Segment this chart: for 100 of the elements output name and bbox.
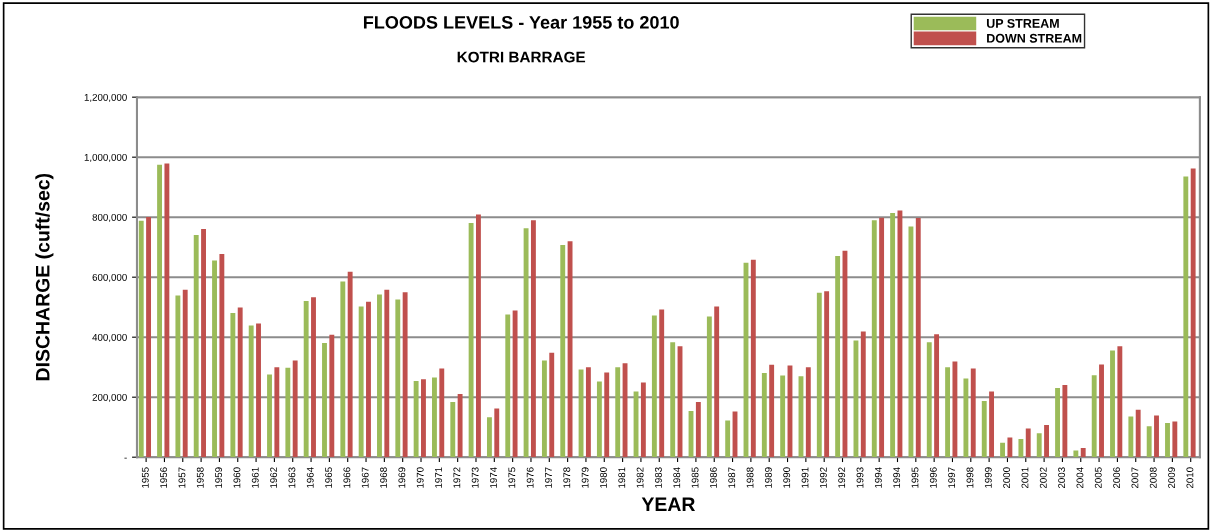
legend-label: DOWN STREAM [987,33,1082,43]
bar [1172,421,1178,458]
bar [486,417,492,458]
bar [1099,364,1104,458]
bar [164,163,170,458]
x-tick-label: 1956 [160,467,168,488]
bar [1183,176,1189,458]
x-tick-label: 1995 [911,467,919,488]
bar [219,254,225,458]
bar [596,381,602,458]
bar [285,367,291,458]
x-tick-label: 1973 [471,467,479,488]
bar [908,226,914,458]
x-tick-label: 1964 [306,467,314,488]
bar [695,401,701,458]
bar [541,360,547,458]
x-tick-label: 2004 [1076,467,1084,489]
x-tick-label: 1999 [984,467,992,488]
x-tick-label: 1974 [490,467,497,488]
bar [989,391,995,458]
x-tick-label: 1968 [380,467,387,488]
bar [413,380,419,458]
bar [1146,426,1152,458]
bar [981,401,987,458]
bar [212,260,217,458]
x-tick-label: 1982 [636,467,644,488]
bar [292,360,298,458]
bar [146,216,152,458]
x-tick-label: 1994 [893,467,901,488]
x-tick-label: 1983 [654,467,662,488]
bar [1117,346,1123,458]
bar [1091,375,1097,458]
x-tick-label: 1958 [196,467,204,488]
bar [256,323,261,458]
x-tick-label: 1988 [746,467,754,488]
y-tick-label: 400,000 [92,333,127,342]
x-tick-label: 1994 [874,467,882,488]
legend-label: UP STREAM [986,18,1059,28]
x-axis-title: YEAR [641,497,696,511]
bar [1110,350,1115,458]
bar [780,375,786,458]
bar [824,291,830,458]
y-tick-label: - [124,457,127,459]
bar [201,228,206,458]
bar [274,367,280,458]
x-tick-label: 1970 [416,467,424,488]
bar [970,368,976,458]
bar [816,292,822,458]
bar [871,220,877,458]
bar [457,393,463,458]
x-tick-label: 1977 [545,467,552,488]
bar [890,212,896,458]
bar [347,271,353,458]
x-tick-label: 1991 [801,467,809,488]
bar [659,309,665,458]
bar [1062,384,1068,458]
bar [1044,425,1049,458]
bar [157,164,162,458]
bar [805,367,811,458]
bar [1165,422,1170,458]
y-tick-label: 800,000 [92,213,127,222]
bar [714,306,720,458]
x-tick-label: 1987 [728,467,736,488]
bar [366,301,371,458]
bar [432,377,437,458]
bar [384,289,390,458]
bar [879,217,885,458]
x-tick-label: 1981 [618,467,626,488]
x-tick-label: 1978 [563,467,571,488]
bar [769,364,775,458]
x-tick-label: 2002 [1039,467,1047,489]
bar [322,342,327,458]
x-tick-label: 1985 [691,467,699,488]
x-tick-label: 1984 [673,467,681,488]
bar [1128,416,1134,458]
x-tick-label: 1993 [856,467,864,488]
bar [897,210,903,458]
x-tick-label: 1955 [141,467,149,488]
y-tick-label: 600,000 [92,273,127,282]
bar [567,241,573,458]
x-tick-label: 1975 [508,467,516,488]
bar [915,218,921,458]
bar [138,220,144,458]
y-tick-label: 200,000 [92,393,127,402]
bar [182,289,188,458]
x-tick-label: 1996 [929,467,937,488]
x-tick-label: 1998 [966,467,974,488]
x-tick-label: 1992 [819,467,827,488]
chart-subtitle: KOTRI BARRAGE [457,51,586,63]
bar [421,379,426,458]
x-tick-label: 2003 [1058,467,1066,489]
bar [475,214,481,458]
bar [1025,428,1031,458]
x-tick-label: 1961 [251,467,259,488]
x-tick-label: 1986 [709,467,717,488]
bar [560,245,566,458]
x-tick-label: 1957 [178,467,186,488]
x-tick-label: 1959 [215,467,223,488]
x-tick-label: 1997 [948,467,956,488]
bar [926,342,932,458]
